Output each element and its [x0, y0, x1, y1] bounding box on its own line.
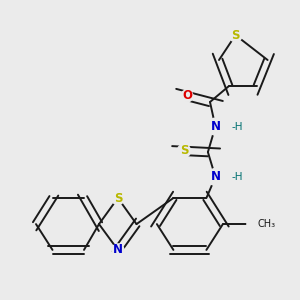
Circle shape: [229, 28, 242, 42]
Text: O: O: [182, 89, 192, 103]
Circle shape: [112, 244, 124, 256]
Text: S: S: [231, 28, 240, 42]
Circle shape: [207, 169, 224, 185]
Text: S: S: [114, 191, 122, 205]
Text: N: N: [210, 170, 220, 184]
Circle shape: [111, 191, 124, 205]
Text: S: S: [180, 144, 188, 158]
Text: N: N: [210, 120, 220, 133]
Circle shape: [181, 90, 193, 102]
Text: -H: -H: [232, 122, 243, 132]
Text: N: N: [113, 243, 123, 256]
Circle shape: [207, 118, 224, 135]
Circle shape: [247, 215, 265, 233]
Text: CH₃: CH₃: [257, 219, 275, 229]
Text: -H: -H: [232, 172, 243, 182]
Circle shape: [177, 144, 190, 158]
